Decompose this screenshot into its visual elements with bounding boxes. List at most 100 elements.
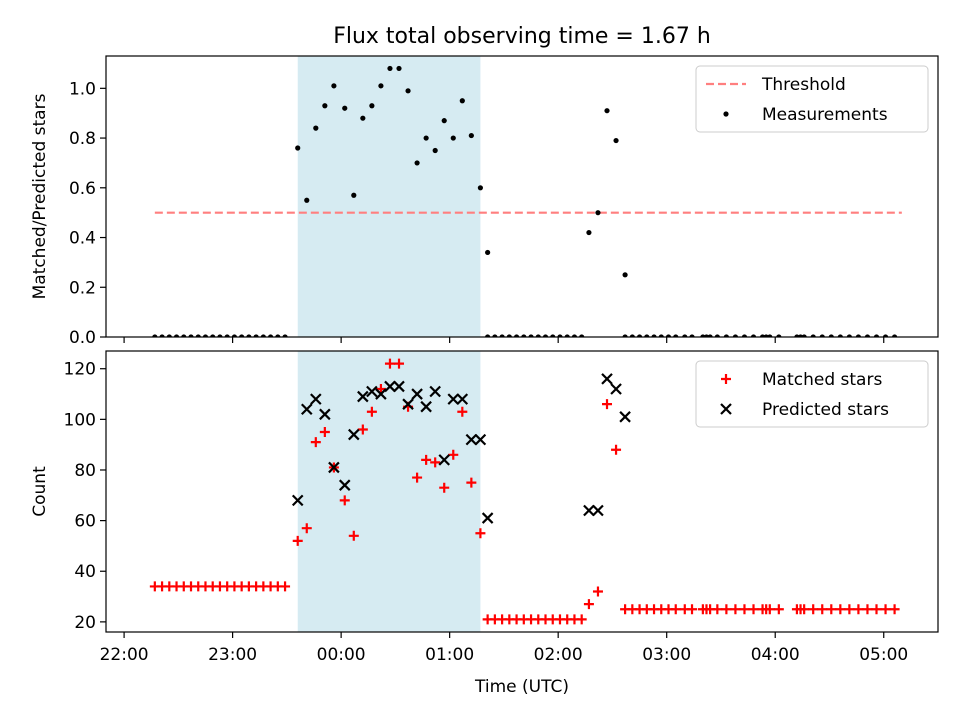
measurement-point (378, 83, 384, 89)
matched-star-point (339, 495, 350, 506)
matched-star-point (421, 454, 432, 465)
matched-star-point (384, 358, 395, 369)
matched-star-point (394, 358, 405, 369)
measurement-point (282, 334, 288, 337)
matched-star-point (412, 472, 423, 483)
matched-star-point (357, 424, 368, 435)
measurement-point (673, 334, 679, 337)
y-axis-label: Count (30, 466, 50, 517)
predicted-star-point (438, 454, 451, 466)
measurement-point (423, 135, 429, 141)
measurement-point (369, 103, 375, 109)
measurement-point (801, 334, 807, 337)
predicted-star-point (429, 385, 441, 398)
predicted-star-point (610, 383, 622, 395)
measurement-point (360, 115, 366, 121)
measurement-point (231, 334, 238, 337)
measurement-point (313, 125, 319, 131)
matched-star-point (862, 604, 873, 615)
measurement-point (571, 334, 578, 337)
predicted-star-point (348, 428, 360, 441)
measurement-point (579, 334, 585, 337)
legend-label: Predicted stars (762, 400, 889, 420)
measurement-point (468, 132, 474, 139)
predicted-star-point (328, 461, 340, 474)
measurement-point (513, 334, 520, 337)
legend-label: Matched stars (762, 370, 882, 390)
measurement-point (195, 334, 201, 337)
measurement-point (166, 334, 172, 337)
legend-label: Measurements (762, 105, 888, 125)
legend-matched-swatch (721, 374, 731, 384)
measurement-point (275, 334, 281, 337)
x-tick-label: 02:00 (534, 645, 583, 665)
matched-star-point (602, 399, 613, 410)
y-axis-label: Matched/Predicted stars (30, 93, 50, 299)
measurement-point (550, 334, 556, 337)
matched-star-point (319, 427, 330, 438)
measurement-point (855, 334, 862, 337)
measurement-point (586, 229, 592, 236)
measurement-point (387, 65, 393, 72)
matched-star-point (366, 406, 377, 417)
measurement-point (267, 334, 274, 337)
bottom-panel: 20 40 60 80 100 120 22:00 23:00 00:00 01:00 02:00 0… (30, 350, 939, 697)
measurement-point (499, 334, 505, 337)
measurement-point (304, 197, 310, 203)
measurement-point (741, 334, 748, 337)
measurement-point (689, 334, 695, 337)
observing-window-band (297, 351, 481, 632)
matched-star-point (748, 604, 759, 615)
measurement-point (604, 108, 610, 114)
matched-star-point (764, 604, 775, 615)
matched-star-point (712, 604, 723, 615)
measurement-point (295, 145, 301, 151)
predicted-star-point (619, 411, 631, 423)
y-tick-label: 0.2 (69, 278, 96, 298)
y-tick-label: 80 (74, 461, 96, 481)
x-axis-label: Time (UTC) (474, 677, 569, 697)
x-tick-label: 05:00 (859, 645, 908, 665)
matched-star-point (457, 406, 468, 417)
legend-label: Threshold (761, 75, 846, 95)
y-tick-label: 20 (74, 613, 96, 633)
axes-frame (105, 350, 939, 633)
legend-box (695, 65, 929, 133)
measurement-point (217, 334, 223, 337)
measurement-point (342, 105, 348, 111)
x-tick-label: 04:00 (751, 645, 800, 665)
matched-star-point (880, 604, 891, 615)
measurement-point (535, 334, 541, 337)
measurement-point (246, 334, 252, 337)
measurement-point (714, 334, 720, 337)
matched-star-point (583, 599, 594, 610)
matched-star-point (844, 604, 855, 615)
measurement-point (152, 334, 158, 337)
measurement-point (414, 160, 420, 166)
measurement-point (159, 334, 165, 337)
measurement-point (441, 118, 447, 124)
measurement-point (521, 334, 527, 337)
legend-measurement-swatch (723, 111, 729, 117)
matched-star-point (721, 604, 732, 615)
measurement-point (651, 334, 657, 337)
matched-star-point (670, 604, 681, 615)
measurement-point (613, 137, 619, 144)
matched-star-point (280, 581, 291, 592)
matched-star-point (466, 477, 477, 488)
measurement-point (450, 135, 456, 141)
matched-star-point (348, 530, 359, 541)
measurement-point (622, 334, 628, 337)
measurement-point (658, 334, 664, 337)
y-tick-label: 1.0 (69, 79, 96, 99)
predicted-star-point (592, 504, 604, 517)
matched-star-point (439, 482, 450, 493)
measurement-point (665, 334, 672, 337)
measurement-point (767, 334, 773, 337)
y-tick-label: 0.8 (69, 129, 96, 149)
matched-star-point (475, 528, 486, 539)
predicted-star-point (338, 479, 351, 491)
matched-star-point (592, 586, 603, 597)
predicted-star-point (447, 393, 460, 405)
